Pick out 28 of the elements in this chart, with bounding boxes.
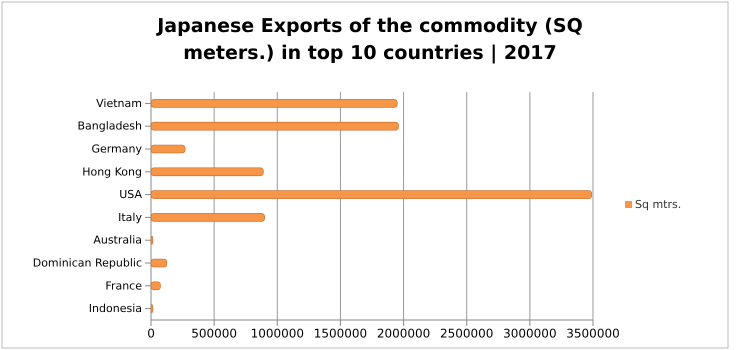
x-tick-label: 3500000	[566, 326, 620, 341]
y-tick-label: Australia	[93, 234, 142, 247]
x-tick-label: 2500000	[440, 326, 494, 341]
x-tick-label: 1500000	[314, 326, 368, 341]
bar	[150, 122, 399, 130]
chart-title: Japanese Exports of the commodity (SQ meters.) in top 10 countries | 2017	[155, 15, 583, 64]
bar	[150, 99, 398, 108]
bar	[150, 144, 186, 154]
bar	[150, 190, 592, 199]
y-tick-label: Vietnam	[96, 96, 142, 110]
y-tick-label: Germany	[91, 142, 142, 156]
bar	[150, 213, 265, 222]
legend-label: Sq mtrs.	[635, 198, 682, 211]
y-tick-label: Indonesia	[88, 302, 142, 316]
x-tick-label: 3000000	[503, 326, 557, 341]
x-tick-label: 2000000	[376, 326, 430, 341]
y-tick-label: Bangladesh	[78, 120, 142, 133]
bar	[150, 282, 161, 290]
bar	[150, 168, 264, 176]
y-tick-label: Dominican Republic	[32, 256, 142, 270]
x-tick-label: 0	[147, 326, 155, 341]
y-tick-label: France	[105, 279, 142, 292]
y-tick-label: Italy	[118, 210, 142, 224]
x-tick-label: 500000	[191, 326, 238, 341]
bar	[150, 258, 168, 268]
y-tick-label: Hong Kong	[82, 165, 142, 178]
x-tick-label: 1000000	[250, 326, 304, 341]
y-tick-label: USA	[119, 188, 142, 202]
